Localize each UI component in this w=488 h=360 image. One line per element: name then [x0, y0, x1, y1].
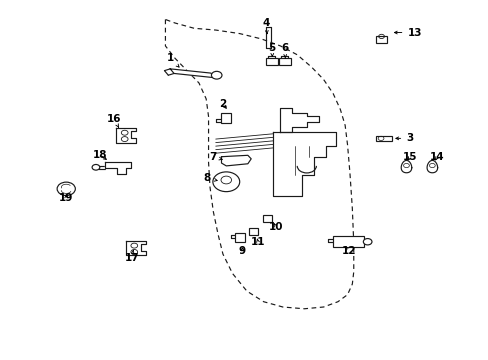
Polygon shape — [400, 161, 411, 173]
Text: 12: 12 — [341, 246, 355, 256]
Text: 9: 9 — [238, 246, 245, 256]
Circle shape — [57, 182, 75, 195]
Text: 1: 1 — [166, 53, 179, 67]
Bar — [376, 36, 386, 44]
Polygon shape — [104, 162, 131, 174]
Bar — [234, 233, 245, 242]
Circle shape — [121, 130, 128, 135]
Bar — [249, 228, 257, 235]
Bar — [262, 215, 272, 222]
Bar — [376, 136, 391, 141]
Bar — [279, 58, 290, 65]
Text: 10: 10 — [268, 221, 283, 231]
Bar — [220, 113, 231, 123]
Text: 3: 3 — [395, 133, 413, 143]
Text: 14: 14 — [429, 152, 444, 162]
Text: 13: 13 — [394, 27, 421, 37]
Polygon shape — [116, 129, 136, 143]
Polygon shape — [221, 155, 251, 166]
Circle shape — [121, 136, 128, 141]
Circle shape — [211, 71, 222, 79]
Circle shape — [363, 239, 371, 245]
Polygon shape — [273, 132, 335, 196]
Text: 17: 17 — [124, 251, 139, 263]
Text: 15: 15 — [402, 152, 416, 162]
Polygon shape — [280, 108, 318, 132]
Text: 5: 5 — [268, 43, 275, 56]
Text: 16: 16 — [107, 114, 121, 127]
Circle shape — [131, 249, 137, 255]
Circle shape — [131, 243, 137, 248]
Text: 2: 2 — [219, 99, 226, 109]
Text: 7: 7 — [209, 152, 222, 162]
Text: 18: 18 — [92, 150, 107, 159]
Bar — [332, 237, 364, 247]
Polygon shape — [125, 242, 145, 256]
Circle shape — [212, 172, 239, 192]
Text: 11: 11 — [250, 237, 264, 247]
Circle shape — [92, 165, 100, 170]
Bar — [265, 58, 278, 65]
Text: 19: 19 — [59, 193, 73, 203]
Text: 8: 8 — [203, 173, 217, 183]
Text: 6: 6 — [281, 43, 288, 58]
Text: 4: 4 — [262, 18, 269, 34]
Circle shape — [221, 176, 231, 184]
Polygon shape — [170, 69, 214, 78]
Polygon shape — [426, 161, 437, 173]
